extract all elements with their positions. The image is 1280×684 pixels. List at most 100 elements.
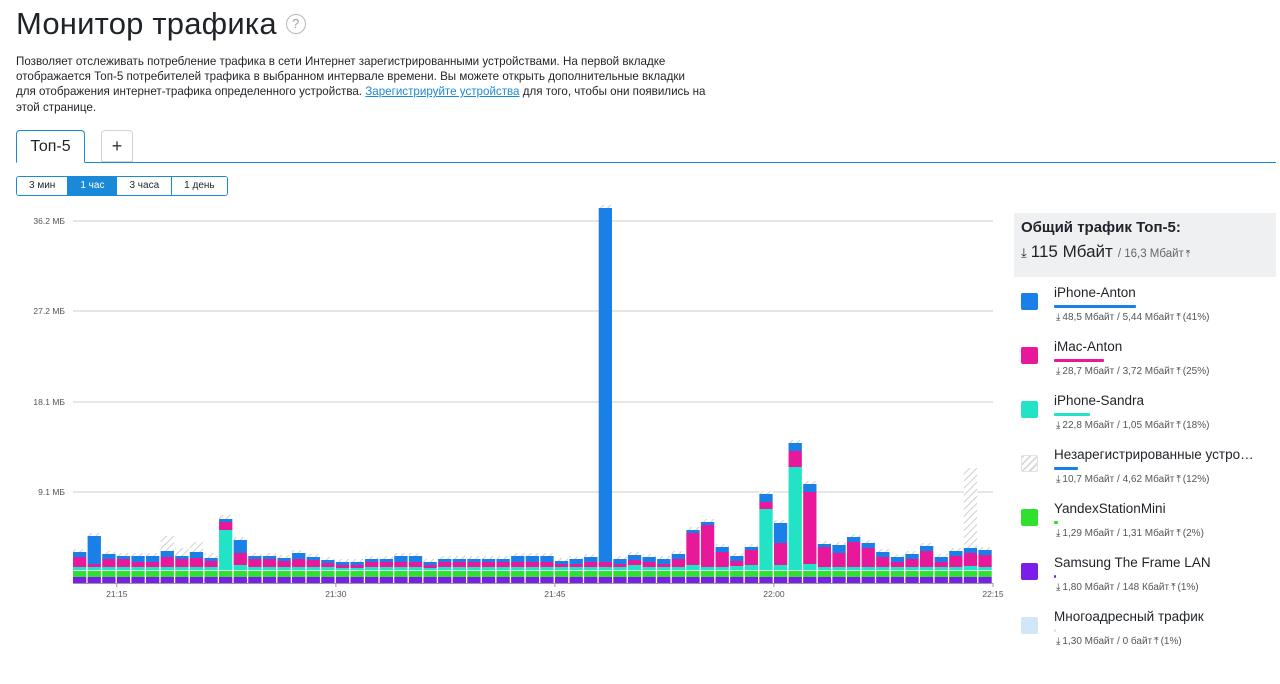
bar-segment[interactable] bbox=[846, 537, 861, 542]
bar-segment[interactable] bbox=[540, 571, 554, 577]
bar-segment[interactable] bbox=[715, 547, 729, 552]
bar-segment[interactable] bbox=[613, 567, 627, 570]
bar-segment[interactable] bbox=[832, 542, 846, 545]
bar-segment[interactable] bbox=[365, 571, 379, 577]
bar-segment[interactable] bbox=[788, 443, 802, 451]
bar-segment[interactable] bbox=[277, 555, 291, 558]
bar-segment[interactable] bbox=[233, 540, 247, 553]
bar-segment[interactable] bbox=[233, 571, 247, 577]
bar-segment[interactable] bbox=[131, 567, 145, 570]
bar-segment[interactable] bbox=[657, 570, 671, 571]
bar-segment[interactable] bbox=[394, 562, 408, 567]
bar-segment[interactable] bbox=[160, 577, 174, 583]
bar-segment[interactable] bbox=[87, 564, 101, 567]
bar-segment[interactable] bbox=[598, 205, 613, 208]
bar-segment[interactable] bbox=[773, 523, 788, 543]
bar-segment[interactable] bbox=[642, 567, 656, 570]
bar-segment[interactable] bbox=[919, 570, 934, 571]
bar-segment[interactable] bbox=[146, 571, 160, 577]
bar-segment[interactable] bbox=[73, 549, 87, 552]
bar-segment[interactable] bbox=[248, 559, 262, 567]
bar-segment[interactable] bbox=[146, 570, 160, 571]
bar-segment[interactable] bbox=[262, 577, 277, 583]
bar-segment[interactable] bbox=[730, 561, 744, 566]
bar-segment[interactable] bbox=[233, 553, 247, 565]
bar-segment[interactable] bbox=[467, 577, 481, 583]
bar-segment[interactable] bbox=[803, 484, 817, 492]
bar-segment[interactable] bbox=[700, 570, 715, 571]
bar-segment[interactable] bbox=[102, 577, 116, 583]
bar-segment[interactable] bbox=[627, 565, 642, 570]
bar-segment[interactable] bbox=[365, 556, 379, 559]
bar-segment[interactable] bbox=[204, 553, 218, 558]
bar-segment[interactable] bbox=[116, 571, 131, 577]
bar-segment[interactable] bbox=[613, 570, 627, 571]
bar-segment[interactable] bbox=[584, 571, 598, 577]
bar-segment[interactable] bbox=[87, 570, 101, 571]
bar-segment[interactable] bbox=[876, 570, 890, 571]
bar-segment[interactable] bbox=[686, 530, 700, 533]
bar-segment[interactable] bbox=[759, 577, 773, 583]
bar-segment[interactable] bbox=[598, 208, 613, 562]
bar-segment[interactable] bbox=[408, 556, 423, 562]
bar-segment[interactable] bbox=[671, 570, 686, 571]
bar-segment[interactable] bbox=[642, 577, 656, 583]
bar-segment[interactable] bbox=[744, 547, 759, 550]
bar-segment[interactable] bbox=[321, 570, 335, 571]
bar-segment[interactable] bbox=[452, 556, 466, 559]
bar-segment[interactable] bbox=[773, 570, 788, 571]
bar-segment[interactable] bbox=[131, 562, 145, 567]
bar-segment[interactable] bbox=[87, 577, 101, 583]
bar-segment[interactable] bbox=[671, 571, 686, 577]
bar-segment[interactable] bbox=[861, 571, 875, 577]
register-devices-link[interactable]: Зарегистрируйте устройства bbox=[365, 85, 520, 99]
bar-segment[interactable] bbox=[496, 577, 510, 583]
bar-segment[interactable] bbox=[584, 577, 598, 583]
bar-segment[interactable] bbox=[452, 570, 466, 571]
bar-segment[interactable] bbox=[248, 567, 262, 570]
bar-segment[interactable] bbox=[350, 571, 364, 577]
bar-segment[interactable] bbox=[525, 567, 539, 570]
bar-segment[interactable] bbox=[905, 571, 919, 577]
bar-segment[interactable] bbox=[978, 547, 992, 550]
bar-segment[interactable] bbox=[335, 562, 350, 565]
bar-segment[interactable] bbox=[350, 559, 364, 562]
bar-segment[interactable] bbox=[876, 571, 890, 577]
bar-segment[interactable] bbox=[116, 559, 131, 567]
bar-segment[interactable] bbox=[919, 567, 934, 570]
bar-segment[interactable] bbox=[744, 570, 759, 571]
bar-segment[interactable] bbox=[175, 570, 189, 571]
bar-segment[interactable] bbox=[919, 551, 934, 567]
bar-segment[interactable] bbox=[963, 468, 978, 548]
bar-segment[interactable] bbox=[613, 577, 627, 583]
bar-segment[interactable] bbox=[496, 571, 510, 577]
bar-segment[interactable] bbox=[919, 577, 934, 583]
bar-segment[interactable] bbox=[540, 567, 554, 570]
bar-segment[interactable] bbox=[335, 568, 350, 570]
bar-segment[interactable] bbox=[219, 515, 233, 519]
interval-1day-button[interactable]: 1 день bbox=[172, 177, 227, 195]
bar-segment[interactable] bbox=[292, 553, 306, 559]
bar-segment[interactable] bbox=[467, 556, 481, 559]
bar-segment[interactable] bbox=[569, 577, 583, 583]
bar-segment[interactable] bbox=[511, 570, 525, 571]
bar-segment[interactable] bbox=[598, 570, 613, 571]
bar-segment[interactable] bbox=[657, 559, 671, 564]
bar-segment[interactable] bbox=[438, 562, 452, 567]
bar-segment[interactable] bbox=[671, 577, 686, 583]
bar-segment[interactable] bbox=[408, 571, 423, 577]
bar-segment[interactable] bbox=[189, 558, 204, 567]
bar-segment[interactable] bbox=[584, 557, 598, 562]
bar-segment[interactable] bbox=[949, 570, 963, 571]
bar-segment[interactable] bbox=[292, 559, 306, 567]
bar-segment[interactable] bbox=[642, 571, 656, 577]
bar-segment[interactable] bbox=[759, 491, 773, 494]
bar-segment[interactable] bbox=[116, 553, 131, 556]
bar-segment[interactable] bbox=[219, 571, 233, 577]
bar-segment[interactable] bbox=[87, 536, 101, 564]
bar-segment[interactable] bbox=[423, 571, 437, 577]
bar-segment[interactable] bbox=[146, 567, 160, 570]
bar-segment[interactable] bbox=[511, 562, 525, 567]
bar-segment[interactable] bbox=[525, 571, 539, 577]
bar-segment[interactable] bbox=[219, 530, 233, 570]
